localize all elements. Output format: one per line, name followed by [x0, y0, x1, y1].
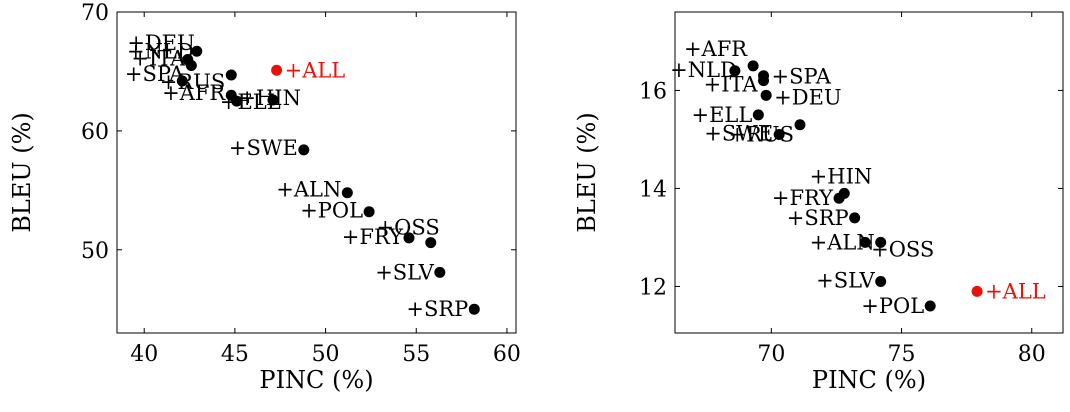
- point-label: +ELL: [692, 103, 753, 127]
- data-point: [425, 237, 437, 249]
- point-label: +SLV: [375, 260, 434, 284]
- point-label: +RUS: [160, 70, 226, 94]
- data-point: [773, 129, 785, 141]
- y-tick-label: 16: [639, 79, 667, 104]
- point-label: +FRY: [772, 186, 834, 210]
- y-axis-label: BLEU (%): [573, 112, 601, 232]
- point-label: +SWE: [229, 136, 298, 160]
- data-point: [363, 206, 375, 218]
- data-point: [758, 75, 770, 87]
- point-label: +HIN: [810, 164, 873, 188]
- point-label: +SPA: [125, 62, 185, 86]
- x-axis-label: PINC (%): [812, 366, 926, 394]
- data-point: [403, 232, 415, 244]
- scatter-panel-left: 40 45 50 55 60 50 60 70 PINC (%) BLEU (%) +DEU+NLD…: [8, 1, 521, 394]
- plot-frame: [116, 11, 517, 334]
- scatter-panel-right: 70 75 80 12 14 16 PINC (%) BLEU (%) +AFR+NLD +SPA…: [573, 11, 1064, 394]
- data-point: [468, 303, 480, 315]
- data-point: [185, 60, 197, 71]
- point-label: +RUS: [728, 123, 794, 147]
- data-point: [176, 75, 188, 87]
- y-tick-label: 14: [639, 177, 667, 202]
- data-point: [434, 266, 446, 278]
- y-axis-label: BLEU (%): [8, 112, 36, 232]
- data-point: [794, 119, 806, 131]
- data-point: [298, 144, 310, 156]
- x-tick-label: 75: [888, 342, 916, 367]
- point-label: +AFR: [684, 37, 748, 61]
- point-label: +SLV: [816, 269, 875, 293]
- point-label: +SPA: [772, 65, 832, 89]
- y-tick-label: 50: [81, 239, 109, 264]
- data-point: [760, 89, 772, 101]
- data-point: [875, 276, 887, 288]
- point-label: +SRP: [787, 206, 849, 230]
- point-label: +ITA: [704, 73, 759, 97]
- data-point: [225, 69, 237, 81]
- point-label: +SRP: [406, 297, 468, 321]
- data-point: [231, 95, 243, 107]
- y-tick-label: 70: [81, 1, 109, 26]
- plot-frame: [674, 11, 1064, 334]
- x-tick-label: 70: [757, 342, 785, 367]
- x-tick-label: 55: [402, 342, 430, 367]
- point-label: +NLD: [127, 40, 194, 64]
- data-point: [971, 285, 983, 297]
- data-point: [729, 65, 741, 77]
- y-tick-label: 60: [81, 120, 109, 145]
- point-label: +POL: [861, 294, 924, 318]
- point-label: +ALN: [810, 230, 875, 254]
- point-label: +ALL: [285, 58, 346, 82]
- data-point: [747, 60, 759, 72]
- point-label: +DEU: [774, 85, 841, 109]
- point-label: +NLD: [670, 58, 737, 82]
- x-axis-label: PINC (%): [259, 366, 373, 394]
- data-point: [849, 212, 861, 224]
- point-label: +ITA: [131, 47, 186, 71]
- data-point: [341, 187, 353, 199]
- point-label: +DEU: [127, 31, 194, 55]
- point-label: +SWE: [704, 122, 773, 146]
- y-tick-label: 12: [639, 275, 667, 300]
- x-tick-label: 40: [130, 342, 158, 367]
- data-point: [859, 236, 871, 248]
- data-point: [924, 300, 936, 312]
- x-tick-label: 50: [312, 342, 340, 367]
- point-label: +ALL: [985, 279, 1046, 303]
- point-label: +AFR: [162, 81, 226, 105]
- data-point: [833, 192, 845, 204]
- point-label: +FRY: [342, 225, 404, 249]
- point-label: +HIN: [238, 86, 301, 110]
- data-point: [191, 45, 203, 57]
- data-point: [752, 109, 764, 121]
- x-tick-label: 45: [221, 342, 249, 367]
- point-label: +POL: [300, 199, 363, 223]
- data-point: [271, 64, 283, 76]
- data-point: [875, 236, 887, 248]
- x-tick-label: 80: [1018, 342, 1046, 367]
- data-point: [267, 94, 279, 106]
- x-tick-label: 60: [493, 342, 521, 367]
- point-label: +ALN: [276, 178, 341, 202]
